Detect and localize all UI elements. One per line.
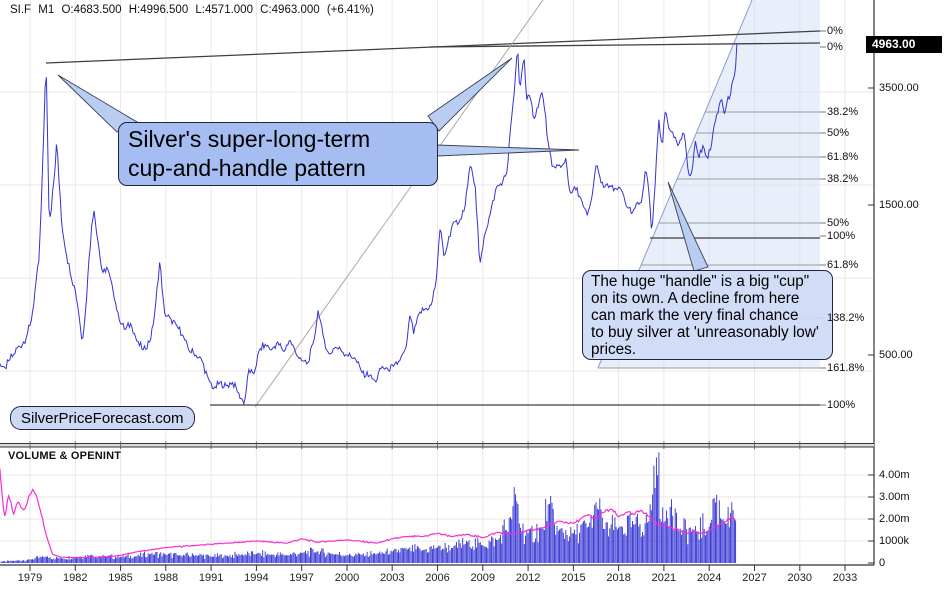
year-label: 2024 xyxy=(696,572,722,584)
callout-text-line: Silver's super-long-term xyxy=(128,126,371,152)
year-label: 2003 xyxy=(379,572,405,584)
rim-from-2011-peak xyxy=(429,42,821,48)
callout-text-line: can mark the very final chance xyxy=(591,306,799,324)
open-interest-line xyxy=(0,468,737,559)
volume-histogram xyxy=(0,452,737,563)
year-label: 2006 xyxy=(425,572,450,584)
callout-text-line: on its own. A decline from here xyxy=(591,289,800,307)
year-label: 1988 xyxy=(153,572,179,584)
callout-pointer-layer xyxy=(57,57,709,272)
price-tick-label: 1500.00 xyxy=(879,199,919,211)
fib-level-label: 50% xyxy=(827,217,850,229)
fib-level-label: 61.8% xyxy=(827,151,859,163)
volume-tick-label: 3.00m xyxy=(879,491,910,503)
year-label: 2030 xyxy=(787,572,812,584)
year-label: 2018 xyxy=(606,572,631,584)
fib-level-label: 138.2% xyxy=(827,312,865,324)
price-line-layer xyxy=(0,43,738,406)
last-price-badge: 4963.00 xyxy=(866,36,942,53)
volume-tick-label: 4.00m xyxy=(879,469,910,481)
volume-tick-label: 0 xyxy=(879,557,886,569)
year-label: 1985 xyxy=(108,572,133,584)
year-label: 1994 xyxy=(244,572,269,584)
year-label: 2027 xyxy=(742,572,767,584)
pointer-to-2011-peak xyxy=(427,57,513,132)
handle-note-callout[interactable]: The huge "handle" is a big "cup" on its o… xyxy=(582,270,833,360)
year-label: 2009 xyxy=(470,572,496,584)
fib-level-label: 50% xyxy=(827,127,850,139)
fib-level-label: 0% xyxy=(827,41,843,53)
fib-level-label: 38.2% xyxy=(827,106,859,118)
fib-level-label: 100% xyxy=(827,230,856,242)
year-label: 1997 xyxy=(289,572,314,584)
fib-level-label: 38.2% xyxy=(827,173,859,185)
callout-text-line: The huge "handle" is a big "cup" xyxy=(591,273,810,290)
callout-text-line: cup-and-handle pattern xyxy=(128,155,366,181)
rising-trendline xyxy=(254,0,544,408)
year-label: 2000 xyxy=(334,572,360,584)
fib-level-label: 161.8% xyxy=(827,362,865,374)
ohlc-readout: SI.F M1 O:4683.500 H:4996.500 L:4571.000… xyxy=(10,4,374,16)
volume-panel-label: VOLUME & OPENINT xyxy=(8,450,122,462)
watermark-badge: SilverPriceForecast.com xyxy=(10,406,195,430)
pointer-to-handle-cup xyxy=(667,181,709,272)
volume-tick-label: 1000k xyxy=(879,535,909,547)
year-label: 2021 xyxy=(651,572,677,584)
price-tick-label: 500.00 xyxy=(879,349,913,361)
volume-tick-label: 2.00m xyxy=(879,513,910,525)
fib-level-label: 0% xyxy=(827,25,843,37)
main-pattern-callout[interactable]: Silver's super-long-term cup-and-handle … xyxy=(118,122,438,186)
year-label: 1982 xyxy=(63,572,88,584)
year-label: 1991 xyxy=(198,572,224,584)
price-tick-label: 3500.00 xyxy=(879,82,919,94)
callout-text-line: to buy silver at 'unreasonably low' xyxy=(591,323,819,341)
fib-level-label: 61.8% xyxy=(827,259,859,271)
year-label: 2033 xyxy=(832,572,858,584)
year-label: 2015 xyxy=(561,572,586,584)
axes-layer xyxy=(0,0,875,571)
open-interest-layer xyxy=(0,468,737,559)
fib-level-label: 100% xyxy=(827,399,856,411)
silver-price-line xyxy=(0,43,738,406)
year-label: 2012 xyxy=(515,572,541,584)
year-label: 1979 xyxy=(17,572,43,584)
callout-text-line: prices. xyxy=(591,340,637,358)
